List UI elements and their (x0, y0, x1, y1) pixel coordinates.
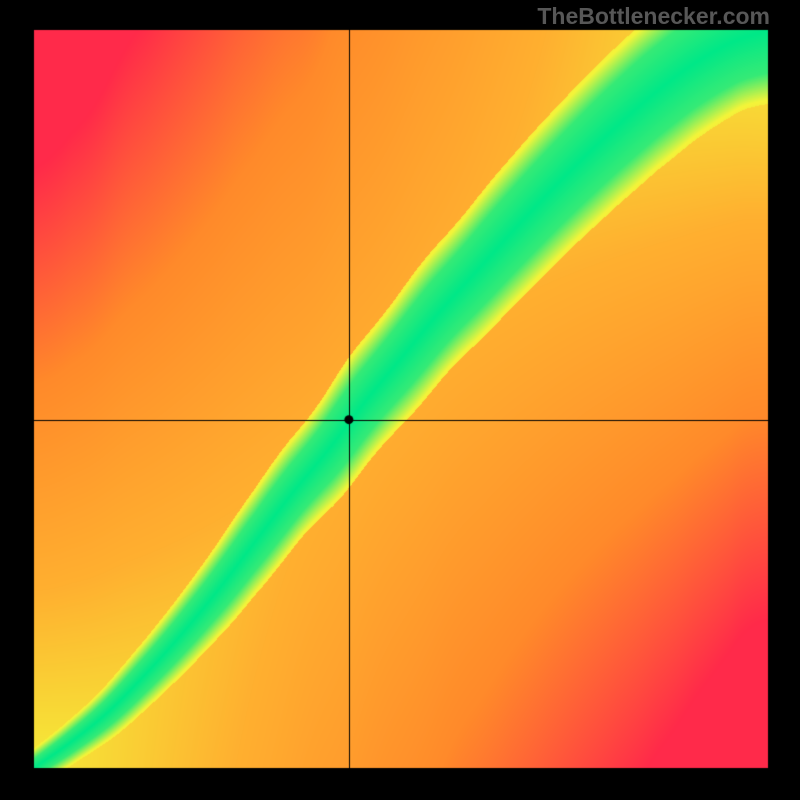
watermark-text: TheBottlenecker.com (537, 3, 770, 30)
bottleneck-heatmap (0, 0, 800, 800)
chart-container: TheBottlenecker.com (0, 0, 800, 800)
